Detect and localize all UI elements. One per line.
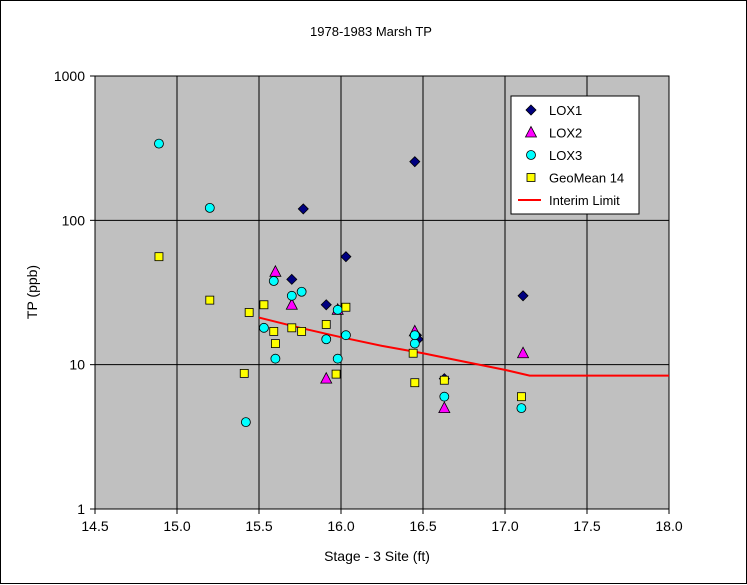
interim-limit-line — [258, 316, 669, 377]
geomean-14-point — [205, 295, 215, 305]
legend-label: LOX3 — [549, 148, 582, 163]
lox3-point — [268, 276, 279, 286]
geomean-14-point — [331, 369, 341, 379]
y-tick-label: 10 — [69, 357, 85, 373]
geomean-14-point — [341, 302, 351, 312]
y-axis-label: TP (ppb) — [24, 265, 40, 319]
lox2-point — [320, 371, 333, 384]
lox3-point — [341, 330, 351, 341]
x-tick-label: 15.5 — [245, 518, 272, 534]
lox3-point — [240, 417, 251, 428]
lox2-point — [516, 346, 530, 359]
x-tick-label: 18.0 — [655, 518, 682, 534]
x-tick-label: 16.5 — [409, 518, 436, 534]
geomean-14-point — [410, 378, 420, 388]
lox3-point — [270, 353, 281, 364]
series-interim-limit — [258, 316, 669, 377]
lox1-point — [517, 290, 529, 302]
lox3-point — [259, 322, 269, 333]
geomean-14-point — [297, 327, 307, 336]
legend-label: LOX2 — [549, 126, 582, 141]
series-lox3 — [154, 138, 527, 428]
legend-item-lox3: LOX3 — [526, 148, 582, 163]
lox2-point — [438, 401, 451, 414]
x-tick-label: 17.0 — [491, 518, 518, 534]
x-axis-label: Stage - 3 Site (ft) — [324, 548, 430, 564]
lox2-point — [285, 297, 298, 310]
x-tick-label: 15.0 — [163, 518, 190, 534]
lox3-point — [204, 202, 215, 213]
lox3-point — [332, 353, 343, 364]
legend-label: LOX1 — [549, 103, 582, 118]
lox1-point — [286, 273, 298, 285]
x-axis-ticks: 14.5 15.0 15.5 16.0 16.5 17.0 17.5 18.0 — [81, 509, 683, 534]
y-axis-ticks: 1 10 100 1000 — [54, 68, 95, 517]
y-tick-label: 1 — [77, 501, 85, 517]
lox1-point — [297, 203, 309, 215]
legend-item-geomean-14: GeoMean 14 — [526, 171, 624, 186]
legend-label: GeoMean 14 — [549, 171, 624, 186]
data-series — [154, 138, 669, 428]
series-geomean-14 — [154, 252, 526, 402]
lox3-point — [321, 334, 332, 345]
legend-label: Interim Limit — [549, 193, 620, 208]
y-tick-label: 1000 — [54, 68, 85, 84]
lox2-point — [269, 264, 282, 277]
chart-title: 1978-1983 Marsh TP — [310, 24, 432, 39]
x-tick-label: 17.5 — [573, 518, 600, 534]
lox1-point — [409, 156, 421, 168]
geomean-14-point — [154, 252, 164, 262]
lox3-point — [154, 138, 164, 149]
geomean-14-point — [259, 300, 269, 310]
plot-border — [94, 75, 670, 510]
geomean-14-point — [408, 348, 418, 358]
lox1-point — [340, 251, 352, 263]
legend-item-interim-limit: Interim Limit — [518, 193, 620, 208]
geomean-14-point — [517, 392, 526, 402]
y-tick-label: 100 — [62, 212, 86, 228]
legend-swatch — [524, 125, 538, 138]
legend-swatch — [526, 173, 536, 182]
geomean-14-point — [269, 327, 279, 336]
lox3-point — [439, 391, 450, 402]
legend-item-lox1: LOX1 — [525, 103, 582, 118]
geomean-14-point — [287, 323, 297, 333]
legend-item-lox2: LOX2 — [524, 125, 582, 141]
x-tick-label: 16.0 — [327, 518, 354, 534]
lox3-point — [296, 286, 307, 297]
lox3-point — [332, 304, 343, 315]
lox3-point — [409, 330, 420, 341]
geomean-14-point — [439, 375, 449, 385]
geomean-14-point — [244, 308, 254, 317]
legend: LOX1 LOX2 LOX3 GeoMean 14 Interim Limit — [510, 95, 640, 215]
lox3-point — [516, 403, 527, 414]
lox3-point — [286, 290, 297, 301]
x-tick-label: 14.5 — [81, 518, 108, 534]
geomean-14-point — [321, 320, 331, 329]
geomean-14-point — [239, 368, 249, 378]
geomean-14-point — [270, 339, 280, 348]
legend-swatch — [525, 104, 537, 116]
lox3-point — [409, 338, 420, 349]
legend-swatch — [526, 150, 536, 160]
lox1-point — [320, 299, 332, 311]
